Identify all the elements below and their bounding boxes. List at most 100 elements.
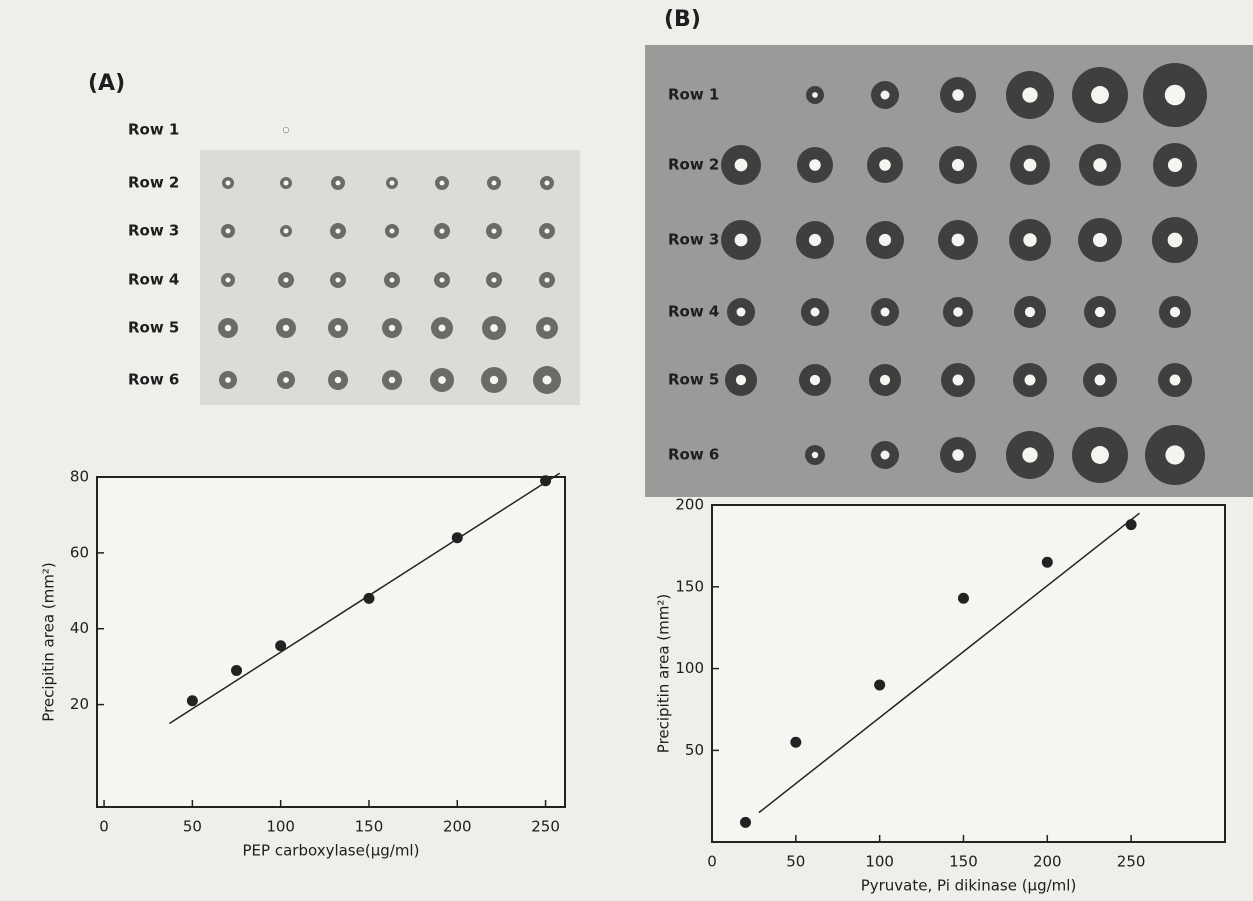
panel-label: (B) bbox=[664, 7, 701, 32]
antigen-well bbox=[952, 449, 964, 461]
antigen-well bbox=[284, 181, 289, 186]
antigen-well bbox=[543, 376, 552, 385]
antigen-well bbox=[1091, 446, 1109, 464]
antigen-well bbox=[438, 376, 446, 384]
antigen-well bbox=[879, 159, 891, 171]
antigen-well bbox=[490, 376, 498, 384]
antigen-well bbox=[225, 377, 231, 383]
data-point bbox=[1042, 557, 1053, 568]
antigen-well bbox=[735, 234, 748, 247]
antigen-well bbox=[492, 181, 497, 186]
antigen-well bbox=[490, 324, 498, 332]
antigen-well bbox=[812, 92, 818, 98]
antigen-well bbox=[1093, 233, 1107, 247]
antigen-well bbox=[1170, 375, 1181, 386]
x-tick-label: 150 bbox=[355, 818, 384, 836]
antigen-well bbox=[1165, 85, 1185, 105]
x-tick-label: 200 bbox=[443, 818, 472, 836]
data-point bbox=[1126, 519, 1137, 530]
antigen-well bbox=[953, 375, 964, 386]
antigen-well bbox=[389, 277, 394, 282]
antigen-well bbox=[1022, 447, 1037, 462]
antigen-well bbox=[952, 89, 964, 101]
panel-label: (A) bbox=[88, 71, 125, 96]
data-point bbox=[231, 665, 242, 676]
antigen-well bbox=[735, 159, 748, 172]
antigen-well bbox=[1168, 233, 1183, 248]
row-label: Row 3 bbox=[128, 222, 179, 240]
antigen-well bbox=[491, 277, 496, 282]
figure: (A) (B) Row 1Row 2Row 3Row 4Row 5Row 6Ro… bbox=[0, 0, 1253, 901]
antigen-well bbox=[226, 278, 231, 283]
row-label: Row 6 bbox=[668, 446, 719, 464]
x-tick-label: 50 bbox=[183, 818, 202, 836]
antigen-well bbox=[880, 375, 890, 385]
antigen-well bbox=[389, 377, 395, 383]
antigen-well bbox=[736, 375, 746, 385]
x-tick-label: 250 bbox=[1117, 853, 1146, 871]
x-tick-label: 200 bbox=[1033, 853, 1062, 871]
antigen-well bbox=[737, 308, 746, 317]
antigen-well bbox=[1168, 158, 1182, 172]
antigen-well bbox=[1091, 86, 1109, 104]
antigen-well bbox=[881, 451, 890, 460]
antigen-well bbox=[811, 308, 820, 317]
x-tick-label: 100 bbox=[865, 853, 894, 871]
antigen-well bbox=[1023, 233, 1036, 246]
antigen-well bbox=[438, 324, 445, 331]
antigen-well bbox=[881, 91, 890, 100]
x-axis-label: PEP carboxylase(µg/ml) bbox=[243, 842, 420, 860]
antigen-well bbox=[544, 277, 549, 282]
x-tick-label: 100 bbox=[266, 818, 295, 836]
antigen-well bbox=[1022, 87, 1037, 102]
antigen-well bbox=[390, 181, 395, 186]
data-point bbox=[363, 593, 374, 604]
x-tick-label: 150 bbox=[949, 853, 978, 871]
y-tick-label: 60 bbox=[70, 543, 89, 561]
antigen-well bbox=[952, 234, 965, 247]
data-point bbox=[540, 475, 551, 486]
data-point bbox=[874, 679, 885, 690]
antigen-well bbox=[390, 229, 395, 234]
y-tick-label: 80 bbox=[70, 468, 89, 486]
antigen-well bbox=[226, 181, 231, 186]
antigen-well bbox=[952, 159, 964, 171]
y-axis-label: Precipitin area (mm²) bbox=[40, 562, 58, 721]
antigen-well bbox=[1170, 307, 1180, 317]
x-tick-label: 50 bbox=[786, 853, 805, 871]
antigen-well bbox=[545, 181, 550, 186]
antigen-well bbox=[283, 277, 288, 282]
antigen-well bbox=[1025, 375, 1036, 386]
antigen-well bbox=[335, 377, 341, 383]
antigen-well bbox=[1095, 375, 1106, 386]
antigen-well bbox=[544, 228, 549, 233]
row-label: Row 6 bbox=[128, 371, 179, 389]
row-label: Row 5 bbox=[668, 371, 719, 389]
antigen-well bbox=[283, 377, 289, 383]
x-tick-label: 0 bbox=[99, 818, 109, 836]
antigen-well bbox=[389, 325, 395, 331]
y-axis-label: Precipitin area (mm²) bbox=[655, 594, 673, 753]
antigen-well bbox=[953, 307, 963, 317]
x-tick-label: 250 bbox=[531, 818, 560, 836]
antigen-well bbox=[335, 325, 341, 331]
antigen-well bbox=[812, 452, 818, 458]
antigen-well bbox=[284, 128, 289, 133]
antigen-well bbox=[226, 229, 231, 234]
antigen-well bbox=[440, 181, 445, 186]
antigen-well bbox=[284, 229, 289, 234]
data-point bbox=[187, 695, 198, 706]
x-axis-label: Pyruvate, Pi dikinase (µg/ml) bbox=[861, 877, 1077, 895]
antigen-well bbox=[1025, 307, 1035, 317]
y-tick-label: 50 bbox=[685, 741, 704, 759]
antigen-well bbox=[225, 325, 231, 331]
y-tick-label: 150 bbox=[675, 577, 704, 595]
antigen-well bbox=[543, 324, 550, 331]
antigen-well bbox=[439, 277, 444, 282]
antigen-well bbox=[879, 234, 891, 246]
y-tick-label: 100 bbox=[675, 659, 704, 677]
row-label: Row 2 bbox=[128, 174, 179, 192]
antigen-well bbox=[336, 181, 341, 186]
antigen-well bbox=[810, 375, 820, 385]
data-point bbox=[958, 593, 969, 604]
